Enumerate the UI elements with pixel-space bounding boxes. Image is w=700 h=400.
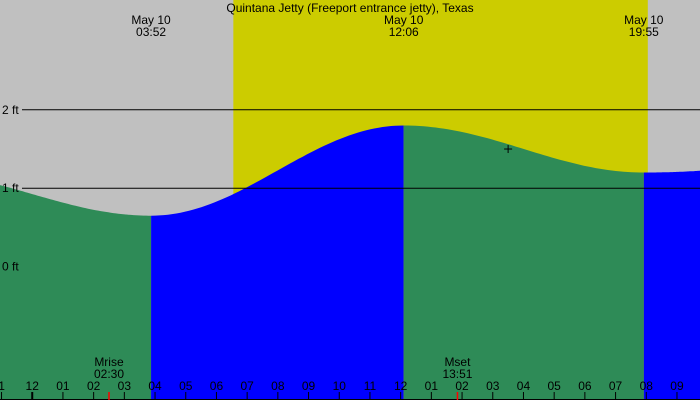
x-tick-label: 03 — [118, 379, 132, 393]
x-tick-label: 12 — [394, 379, 408, 393]
rising-tide-area-4 — [643, 170, 700, 400]
moon-event-time: 02:30 — [94, 367, 124, 381]
y-tick-label: 0 ft — [2, 260, 19, 274]
x-tick-label: 04 — [517, 379, 531, 393]
tide-date-label: May 10 — [384, 13, 424, 27]
x-tick-label: 07 — [240, 379, 254, 393]
x-tick-label: 11 — [364, 379, 377, 393]
x-tick-label: 06 — [578, 379, 592, 393]
tide-date-label: May 10 — [624, 13, 664, 27]
current-time-marker — [504, 145, 513, 154]
moon-event-label: Mrise — [94, 355, 124, 369]
x-tick-label: 09 — [670, 379, 684, 393]
falling-tide-area-1 — [0, 185, 152, 400]
tide-time-label: 03:52 — [136, 25, 166, 39]
x-tick-label: 02 — [87, 379, 101, 393]
x-tick-label: 07 — [609, 379, 623, 393]
moon-event-time: 13:51 — [442, 367, 472, 381]
x-tick-label: 10 — [333, 379, 347, 393]
x-tick-label: 1 — [0, 379, 5, 393]
x-tick-label: 05 — [179, 379, 193, 393]
x-tick-label: 06 — [210, 379, 224, 393]
x-tick-label: 04 — [148, 379, 162, 393]
y-tick-label: 2 ft — [2, 103, 19, 117]
tide-time-label: 12:06 — [389, 25, 419, 39]
rising-tide-area-2 — [151, 125, 404, 400]
tide-date-label: May 10 — [131, 13, 171, 27]
x-tick-label: 09 — [302, 379, 316, 393]
x-tick-label: 01 — [56, 379, 70, 393]
x-tick-label: 01 — [425, 379, 439, 393]
chart-title: Quintana Jetty (Freeport entrance jetty)… — [226, 1, 473, 15]
tide-time-label: 19:55 — [629, 25, 659, 39]
moon-event-label: Mset — [444, 355, 471, 369]
x-tick-label: 05 — [547, 379, 561, 393]
falling-tide-area-3 — [403, 125, 644, 400]
y-tick-label: 1 ft — [2, 181, 19, 195]
x-tick-label: 12 — [26, 379, 40, 393]
x-tick-label: 08 — [271, 379, 285, 393]
x-tick-label: 03 — [486, 379, 500, 393]
x-tick-label: 02 — [455, 379, 469, 393]
x-tick-label: 08 — [640, 379, 654, 393]
